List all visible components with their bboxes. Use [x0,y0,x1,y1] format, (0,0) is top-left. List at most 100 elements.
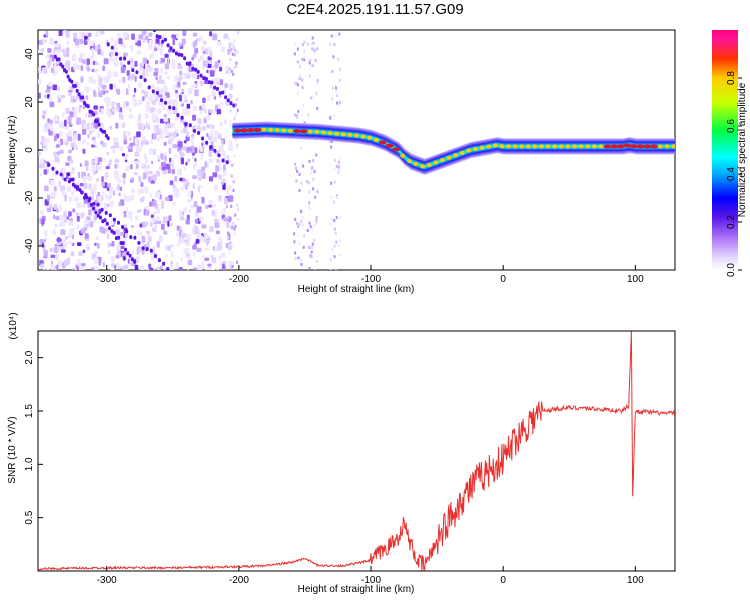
spectrogram-noise-cell [234,114,237,118]
spectrogram-noise-cell [216,230,220,235]
spectrogram-noise-cell [185,161,188,166]
spectrogram-noise-cell [38,78,42,85]
spectrogram-noise-cell [236,108,239,112]
spectrogram-trace-core [578,144,584,149]
spectrogram-noise-cell [312,244,315,248]
spectrogram-noise-cell [122,172,126,178]
spectrogram-noise-cell [163,141,167,146]
spectrogram-noise-cell [209,226,214,233]
spectrogram-noise-cell [309,171,312,175]
spectrogram-noise-cell [142,37,146,43]
spectrogram-streak-cell [188,123,192,128]
spectrogram-noise-cell [67,119,72,125]
spectrogram-noise-cell [58,121,64,128]
spectrogram-streak-cell [145,247,149,251]
spectrogram-noise-cell [208,94,211,100]
spectrogram-noise-cell [223,207,227,212]
spectrogram-noise-cell [208,114,211,121]
spectrogram-noise-cell [171,158,174,165]
spectrogram-noise-cell [296,47,299,51]
spectrogram-noise-cell [138,113,141,121]
spectrogram-noise-cell [58,30,63,37]
spectrogram-noise-cell [99,30,105,35]
spectrogram-streak-cell [105,221,109,226]
spectrogram-noise-cell [144,91,148,98]
spectrogram-noise-cell [52,130,56,137]
spectrogram-noise-cell [43,239,46,243]
spectrogram-noise-cell [118,269,123,270]
spectrogram-trace-core [636,144,645,149]
spectrogram-trace-core [274,128,280,133]
spectrogram-noise-cell [335,240,338,244]
spectrogram-noise-cell [114,158,120,163]
spectrogram-noise-cell [232,52,234,56]
spectrogram-noise-cell [212,109,216,114]
spectrogram-noise-cell [49,101,55,108]
spectrogram-noise-cell [223,33,229,39]
spectrogram-trace-core [299,129,308,134]
spectrogram-streak-cell [131,68,135,73]
spectrogram-noise-cell [87,134,90,139]
spectrogram-noise-cell [105,166,110,170]
spectrogram-noise-cell [138,100,143,105]
spectrogram-noise-cell [227,37,230,41]
spectrogram-noise-cell [221,139,224,145]
spectrogram-noise-cell [303,40,306,44]
spectrogram-noise-cell [214,61,219,68]
spectrogram-noise-cell [116,244,121,251]
spectrogram-noise-cell [313,49,316,53]
spectrogram-trace-core [512,144,518,149]
spectrogram-noise-cell [197,118,202,124]
spectrogram-noise-cell [205,205,209,209]
spectrogram-noise-cell [205,269,210,270]
spectrogram-noise-cell [106,234,110,240]
spectrogram-noise-cell [71,146,74,151]
spectrogram-trace-core [630,144,638,149]
spectrogram-noise-cell [75,41,80,46]
spectrogram-noise-cell [310,255,313,259]
spectrogram-noise-cell [156,79,162,84]
spectrogram-noise-cell [96,166,102,171]
spectrogram-trace-core [664,144,670,149]
bottom-xtick-label: -100 [361,575,381,586]
top-y-ticks: -40 -20 0 20 40 [24,48,43,253]
spectrogram-noise-cell [103,58,109,65]
spectrogram-noise-cell [99,226,104,233]
spectrogram-noise-cell [295,166,297,170]
spectrogram-noise-cell [147,124,151,131]
spectrogram-noise-cell [233,65,236,69]
spectrogram-noise-cell [161,162,166,167]
spectrogram-noise-cell [130,177,135,181]
bottom-ytick-label: 2.0 [24,350,35,364]
spectrogram-noise-cell [116,88,121,95]
spectrogram-noise-cell [339,68,342,72]
spectrogram-noise-cell [108,159,112,166]
spectrogram-noise-cell [44,229,48,237]
spectrogram-streak-cell [226,98,230,103]
spectrogram-noise-cell [293,52,296,56]
spectrogram-noise-cell [298,172,301,176]
spectrogram-noise-cell [192,74,198,79]
colorbar-label: Normalized spectral amplitude [737,82,748,217]
spectrogram-noise-cell [185,184,188,190]
spectrogram-noise-cell [123,52,128,57]
spectrogram-noise-cell [145,268,150,270]
spectrogram-streak-cell [201,136,205,141]
spectrogram-streak-cell [121,241,125,246]
spectrogram-noise-cell [67,155,72,162]
spectrogram-noise-cell [302,103,305,107]
spectrogram-noise-cell [88,183,92,190]
snr-frame [37,330,676,572]
spectrogram-noise-cell [231,225,234,229]
spectrogram-streak-cell [95,119,99,124]
spectrogram-trace-core [400,153,406,158]
spectrogram-noise-cell [115,57,118,62]
spectrogram-noise-cell [67,241,72,245]
spectrogram-noise-cell [100,123,105,129]
spectrogram-noise-cell [297,83,299,87]
spectrogram-noise-cell [191,56,195,61]
spectrogram-noise-cell [107,203,110,208]
spectrogram-noise-cell [44,185,49,192]
spectrogram-streak-cell [87,198,91,203]
spectrogram-noise-cell [163,71,168,75]
